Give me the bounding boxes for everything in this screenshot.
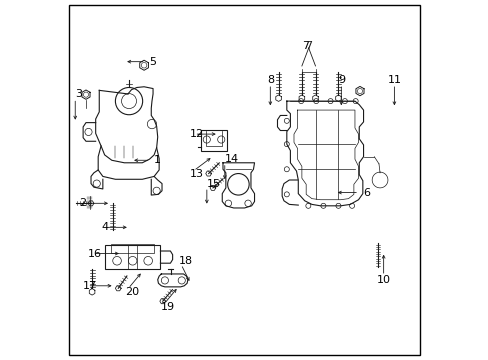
- Text: 11: 11: [386, 75, 401, 85]
- Text: 15: 15: [206, 179, 221, 189]
- Text: 5: 5: [149, 57, 156, 67]
- Bar: [201, 130, 226, 151]
- Text: 2: 2: [79, 198, 86, 208]
- Text: 18: 18: [179, 256, 193, 266]
- Text: 9: 9: [337, 75, 344, 85]
- Text: 3: 3: [75, 89, 82, 99]
- Bar: [104, 245, 160, 269]
- Text: 19: 19: [161, 302, 175, 312]
- Text: 7: 7: [301, 41, 308, 50]
- Text: 13: 13: [190, 168, 203, 179]
- Bar: [111, 244, 153, 253]
- Text: 12: 12: [190, 129, 203, 139]
- Text: 20: 20: [125, 287, 139, 297]
- Text: 17: 17: [82, 281, 96, 291]
- Text: 7: 7: [305, 41, 312, 50]
- Text: 1: 1: [154, 155, 161, 165]
- Text: 8: 8: [266, 75, 273, 85]
- Text: 14: 14: [224, 154, 239, 164]
- Text: 10: 10: [376, 275, 390, 285]
- Text: 4: 4: [101, 222, 108, 232]
- Text: 6: 6: [363, 188, 370, 198]
- Text: 16: 16: [87, 248, 101, 258]
